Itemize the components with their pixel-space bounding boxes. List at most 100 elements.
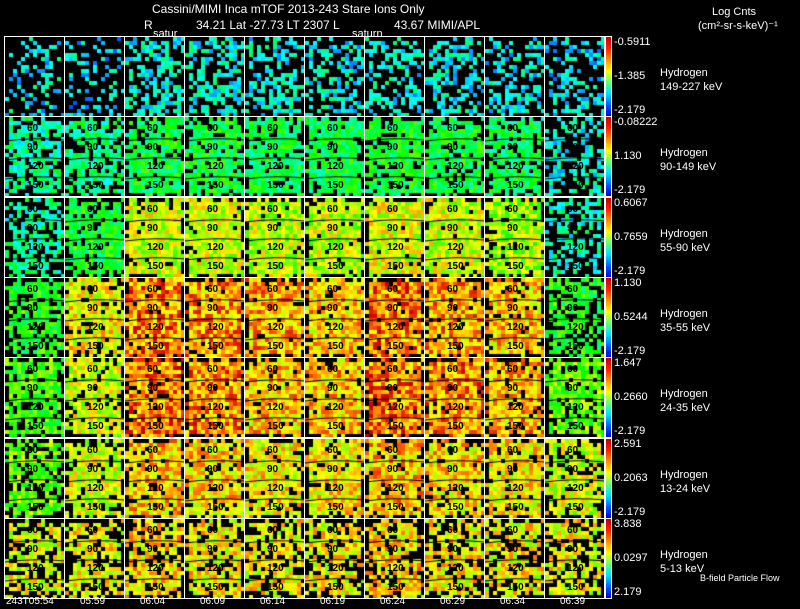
colorbar <box>605 116 612 197</box>
contour-label: 90 <box>207 383 219 394</box>
contour-label: 120 <box>87 402 104 413</box>
heatmap-panel: 60 90 120 150 <box>124 277 185 358</box>
contour-label: 90 <box>387 464 399 475</box>
contour-label: 90 <box>567 303 579 314</box>
contour-label: 90 <box>387 142 399 153</box>
contour-label: 120 <box>567 402 584 413</box>
contour-label: 60 <box>387 364 399 375</box>
contour-label: 150 <box>27 180 44 191</box>
species-energy-label: Hydrogen 35-55 keV <box>660 307 710 335</box>
contour-label: 90 <box>147 142 159 153</box>
contour-label: 150 <box>507 261 524 272</box>
contour-label: 60 <box>147 284 159 295</box>
contour-label: 120 <box>507 402 524 413</box>
contour-label: 90 <box>87 223 99 234</box>
contour-label: 60 <box>507 445 519 456</box>
contour-label: 150 <box>387 341 404 352</box>
heatmap-panel: 60 90 120 150 <box>64 277 125 358</box>
colorbar-tick-label: 0.2660 <box>614 391 648 403</box>
x-tick-label: 06:34 <box>500 596 526 607</box>
species-energy-label: Hydrogen 13-24 keV <box>660 468 710 496</box>
contour-label: 90 <box>27 223 39 234</box>
contour-label: 60 <box>447 204 459 215</box>
contour-label: 120 <box>147 483 164 494</box>
heatmap-panel: 60 90 120 150 <box>544 277 605 358</box>
heatmap-panel: 60 90 120 150 <box>424 116 485 197</box>
contour-label: 150 <box>327 502 344 513</box>
species-energy-label: Hydrogen 149-227 keV <box>660 66 722 94</box>
colorbar-tick-label: 1.647 <box>614 357 642 369</box>
contour-label: 90 <box>447 383 459 394</box>
heatmap-panel: 60 90 120 150 <box>424 357 485 438</box>
contour-label: 90 <box>507 544 519 555</box>
contour-label: 60 <box>27 525 39 536</box>
contour-label: 90 <box>27 464 39 475</box>
heatmap-panel: 60 90 120 150 <box>424 518 485 599</box>
colorbar-tick-label: 1.130 <box>614 277 642 289</box>
heatmap-panel: 60 90 120 150 <box>544 438 605 519</box>
heatmap-panel: 60 90 120 150 <box>304 116 365 197</box>
colorbar-tick-label: 2.591 <box>614 438 642 450</box>
contour-label: 60 <box>447 123 459 134</box>
units-label: Log Cnts <box>712 6 757 18</box>
contour-label: 60 <box>87 123 99 134</box>
contour-label: 120 <box>207 402 224 413</box>
heatmap-cells <box>185 117 244 196</box>
contour-label: 120 <box>267 563 284 574</box>
heatmap-cells <box>365 117 424 196</box>
contour-label: 150 <box>327 421 344 432</box>
heatmap-cells <box>365 37 424 116</box>
heatmap-cells <box>245 519 304 598</box>
contour-label: 120 <box>27 563 44 574</box>
contour-label: 60 <box>207 525 219 536</box>
contour-label: 60 <box>567 123 579 134</box>
heatmap-panel: 60 90 120 150 <box>484 357 545 438</box>
contour-label: 90 <box>267 142 279 153</box>
contour-label: 150 <box>87 421 104 432</box>
heatmap-cells <box>365 278 424 357</box>
contour-label: 150 <box>507 582 524 593</box>
heatmap-panel: 60 90 120 150 <box>364 116 425 197</box>
contour-label: 60 <box>507 123 519 134</box>
contour-label: 150 <box>27 341 44 352</box>
heatmap-cells <box>305 117 364 196</box>
contour-label: 120 <box>267 402 284 413</box>
species-energy-label: Hydrogen 5-13 keV <box>660 548 708 576</box>
contour-label: 60 <box>27 284 39 295</box>
heatmap-panel: 60 90 120 150 <box>64 116 125 197</box>
contour-label: 120 <box>327 242 344 253</box>
contour-label: 90 <box>87 383 99 394</box>
contour-label: 120 <box>147 563 164 574</box>
contour-label: 90 <box>27 142 39 153</box>
contour-label: 90 <box>507 223 519 234</box>
heatmap-cells <box>485 117 544 196</box>
heatmap-cells <box>425 439 484 518</box>
contour-label: 120 <box>567 322 584 333</box>
heatmap-cells <box>485 358 544 437</box>
colorbar <box>605 36 612 117</box>
heatmap-cells <box>245 37 304 116</box>
contour-label: 150 <box>27 261 44 272</box>
contour-label: 120 <box>267 322 284 333</box>
species-label: Hydrogen <box>660 549 708 561</box>
contour-label: 150 <box>327 180 344 191</box>
contour-label: 150 <box>267 261 284 272</box>
heatmap-panel: 60 90 120 150 <box>364 438 425 519</box>
heatmap-panel: 60 90 120 150 <box>304 518 365 599</box>
heatmap-cells <box>125 278 184 357</box>
contour-label: 150 <box>87 582 104 593</box>
heatmap-cells <box>425 37 484 116</box>
heatmap-panel: 60 90 120 150 <box>364 518 425 599</box>
heatmap-cells <box>65 198 124 277</box>
units-formula: (cm²-sr-s-keV)⁻¹ <box>698 20 778 32</box>
species-label: Hydrogen <box>660 308 708 320</box>
contour-label: 90 <box>147 303 159 314</box>
contour-label: 150 <box>207 180 224 191</box>
heatmap-panel: 60 90 120 150 <box>124 116 185 197</box>
contour-label: 120 <box>207 483 224 494</box>
contour-label: 60 <box>27 204 39 215</box>
contour-label: 120 <box>387 322 404 333</box>
contour-label: 90 <box>267 223 279 234</box>
colorbar-tick-label: -2.179 <box>614 425 646 437</box>
contour-label: 60 <box>387 204 399 215</box>
